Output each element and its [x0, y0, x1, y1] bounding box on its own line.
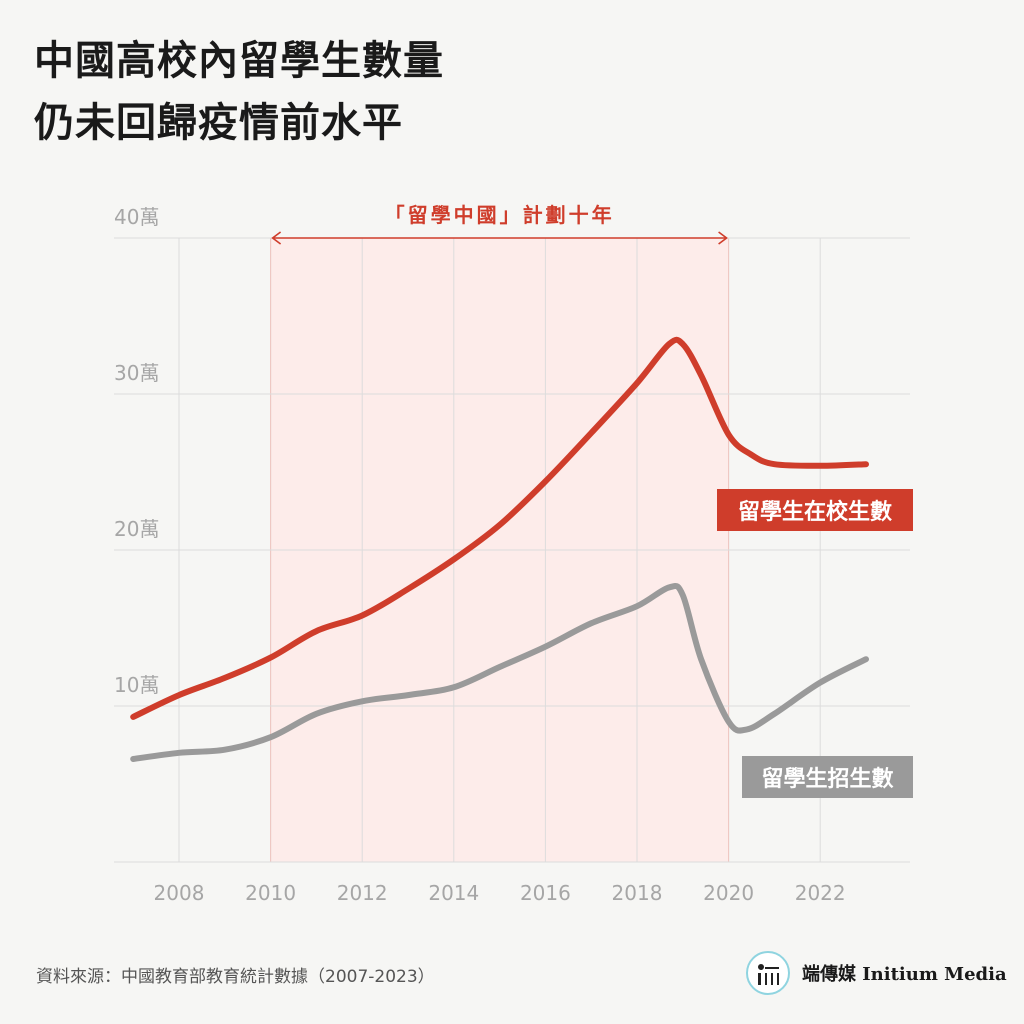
y-tick-label: 10萬 [114, 673, 159, 697]
legend-label-admitted: 留學生招生數 [761, 766, 893, 792]
x-tick-label: 2016 [520, 881, 571, 905]
highlight-label: 「留學中國」計劃十年 [385, 203, 615, 227]
source-note: 資料來源：中國教育部教育統計數據（2007-2023） [36, 967, 435, 987]
brand: 端傳媒 Initium Media [746, 950, 1007, 996]
x-tick-label: 2012 [337, 881, 388, 905]
series-line-enrolled [130, 336, 869, 720]
x-tick-label: 2020 [703, 881, 754, 905]
x-tick-label: 2022 [795, 881, 846, 905]
brand-name: 端傳媒 Initium Media [802, 964, 1007, 985]
legend-label-enrolled: 留學生在校生數 [738, 499, 892, 525]
x-tick-label: 2014 [428, 881, 479, 905]
initium-logo-icon [746, 951, 790, 995]
arrow-left-icon [271, 231, 282, 245]
y-tick-label: 40萬 [114, 205, 159, 229]
x-tick-label: 2010 [245, 881, 296, 905]
title-line-1: 中國高校內留學生數量 [34, 38, 444, 84]
legend-label-enrolled-box [717, 489, 913, 531]
arrow-right-icon [718, 231, 728, 245]
x-tick-label: 2018 [612, 881, 663, 905]
chart-title: 中國高校內留學生數量 仍未回歸疫情前水平 [34, 30, 444, 154]
legend-label-admitted-box [742, 756, 913, 798]
title-line-2: 仍未回歸疫情前水平 [34, 100, 403, 146]
y-tick-label: 30萬 [114, 361, 159, 385]
y-tick-label: 20萬 [114, 517, 159, 541]
x-tick-label: 2008 [154, 881, 205, 905]
series-line-admitted [130, 582, 869, 762]
